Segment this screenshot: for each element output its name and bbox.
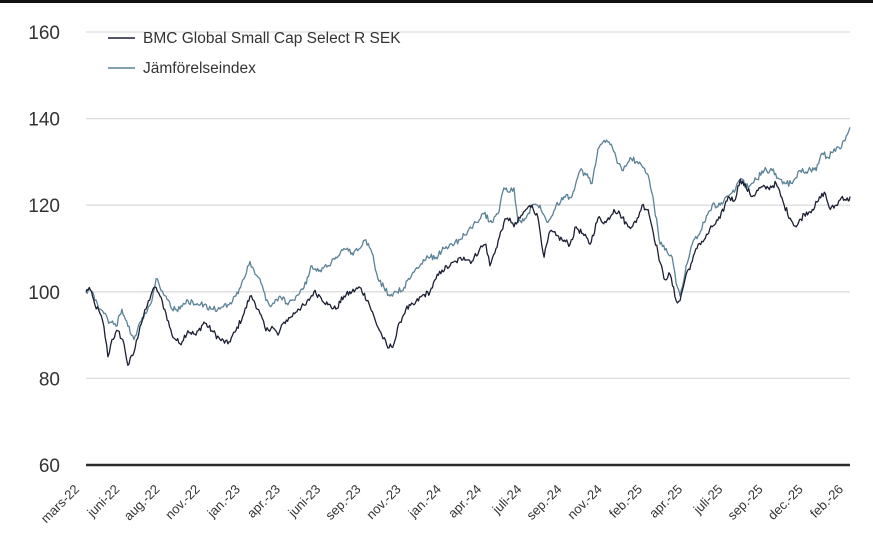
y-tick-label: 80 xyxy=(39,369,60,390)
x-tick-label: feb.-26 xyxy=(807,482,846,521)
top-border xyxy=(0,0,873,3)
y-tick-label: 140 xyxy=(28,110,60,131)
series-line-index xyxy=(85,127,851,341)
legend-label-fund: BMC Global Small Cap Select R SEK xyxy=(143,30,401,47)
x-tick-label: jan.-24 xyxy=(405,482,444,521)
y-tick-label: 100 xyxy=(28,283,60,304)
gridlines xyxy=(86,31,850,467)
x-tick-label: sep.-25 xyxy=(724,482,765,523)
series-lines xyxy=(85,127,851,367)
x-tick-label: nov.-23 xyxy=(363,482,404,523)
x-tick-label: juli-24 xyxy=(489,482,525,518)
legend: BMC Global Small Cap Select R SEK Jämför… xyxy=(108,30,401,77)
series-line-fund xyxy=(85,178,851,367)
x-tick-label: mars-22 xyxy=(38,482,82,526)
x-tick-label: nov.-24 xyxy=(564,482,605,523)
x-tick-label: apr.-24 xyxy=(445,482,484,521)
y-tick-label: 60 xyxy=(39,456,60,477)
x-tick-label: apr.-25 xyxy=(646,482,685,521)
x-tick-label: juli-25 xyxy=(690,482,726,518)
y-tick-label: 120 xyxy=(28,196,60,217)
x-tick-label: nov.-22 xyxy=(162,482,203,523)
legend-label-index: Jämförelseindex xyxy=(143,60,256,77)
x-tick-label: dec.-25 xyxy=(765,482,806,523)
y-tick-label: 160 xyxy=(28,23,60,44)
x-tick-label: juni-23 xyxy=(284,482,323,521)
x-tick-label: feb.-25 xyxy=(606,482,645,521)
x-tick-label: sep.-23 xyxy=(322,482,363,523)
x-tick-label: sep.-24 xyxy=(523,482,564,523)
x-tick-label: juni-22 xyxy=(83,482,122,521)
y-axis-ticks: 60 80 100 120 140 160 xyxy=(28,23,60,477)
x-tick-label: apr.-23 xyxy=(244,482,283,521)
x-tick-label: jan.-23 xyxy=(204,482,243,521)
x-tick-label: aug.-22 xyxy=(121,482,163,524)
